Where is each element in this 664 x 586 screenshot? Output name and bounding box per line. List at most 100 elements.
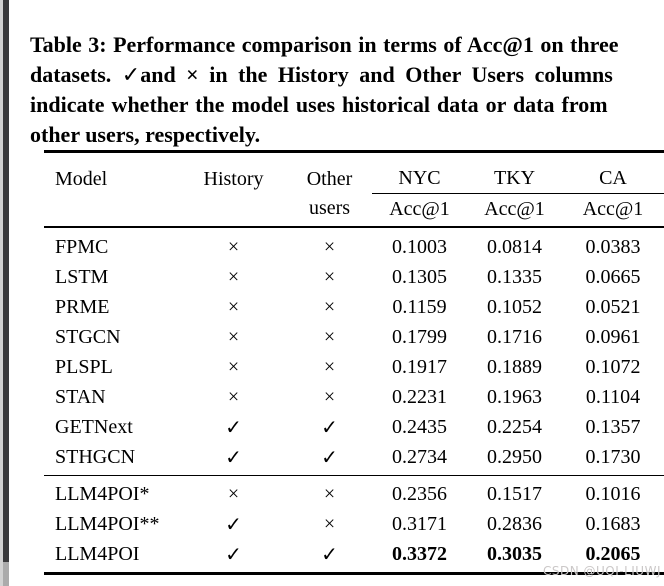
header-row-1: Model History Other NYC TKY CA — [44, 151, 664, 194]
cell-model: STAN — [55, 385, 106, 408]
cell-history: ✓ — [225, 513, 242, 536]
cell-history: × — [227, 235, 240, 258]
table-row: GETNext ✓ ✓ 0.2435 0.2254 0.1357 — [44, 412, 664, 442]
cell-ca-acc1: 0.1357 — [585, 415, 641, 438]
table-header: Model History Other NYC TKY CA users Acc… — [44, 151, 664, 228]
baseline-models-group: FPMC × × 0.1003 0.0814 0.0383 LSTM × × 0… — [44, 227, 664, 476]
llm4poi-models-group: LLM4POI* × × 0.2356 0.1517 0.1016 LLM4PO… — [44, 476, 664, 574]
table-row: STAN × × 0.2231 0.1963 0.1104 — [44, 382, 664, 412]
header-row-2: users Acc@1 Acc@1 Acc@1 — [44, 193, 664, 228]
cell-nyc-acc1: 0.1917 — [392, 355, 447, 378]
cell-model: GETNext — [55, 415, 133, 438]
caption-line: other users, respectively. — [30, 122, 261, 147]
cell-other-users: × — [323, 355, 336, 378]
cell-ca-acc1: 0.0521 — [585, 295, 641, 318]
cell-model: STGCN — [55, 325, 121, 348]
cell-other-users: ✓ — [287, 442, 372, 476]
cell-other-users: ✓ — [321, 543, 338, 566]
cell-ca-acc1: 0.1683 — [585, 512, 641, 535]
cell-tky-acc1: 0.1963 — [487, 385, 542, 408]
cell-nyc-acc1: 0.1159 — [392, 295, 447, 318]
caption-line: Table 3: Performance comparison in terms… — [30, 32, 619, 57]
col-header-other-line1: Other — [306, 167, 353, 190]
cell-other-users: × — [323, 385, 336, 408]
cell-history: × — [227, 355, 240, 378]
cell-ca-acc1: 0.1104 — [585, 385, 641, 408]
table-caption: Table 3: Performance comparison in terms… — [30, 30, 664, 150]
table-row: LLM4POI* × × 0.2356 0.1517 0.1016 — [44, 476, 664, 510]
cell-nyc-acc1: 0.3171 — [392, 512, 447, 535]
cell-nyc-acc1: 0.1799 — [392, 325, 447, 348]
cell-history: × — [227, 385, 240, 408]
cell-model: LLM4POI** — [55, 512, 160, 535]
cell-ca-acc1: 0.0383 — [585, 235, 641, 258]
cell-ca-acc1: 0.1072 — [585, 355, 641, 378]
cell-tky-acc1: 0.2254 — [487, 415, 542, 438]
cell-other-users: × — [323, 482, 336, 505]
cell-ca-acc1: 0.2065 — [585, 542, 641, 565]
col-header-tky: TKY — [467, 151, 562, 194]
cell-nyc-acc1: 0.2734 — [372, 442, 467, 476]
table-row: STGCN × × 0.1799 0.1716 0.0961 — [44, 322, 664, 352]
cell-tky-acc1: 0.2836 — [487, 512, 542, 535]
cell-other-users: × — [323, 265, 336, 288]
scrollbar-track[interactable] — [0, 0, 3, 586]
cell-tky-acc1: 0.1052 — [487, 295, 542, 318]
cell-history: × — [227, 265, 240, 288]
performance-table: Model History Other NYC TKY CA users Acc… — [44, 150, 664, 575]
header-spacer — [44, 193, 180, 228]
col-header-ca: CA — [562, 151, 664, 194]
cell-model: FPMC — [55, 235, 109, 258]
cell-tky-acc1: 0.1335 — [487, 265, 542, 288]
cell-model: PRME — [55, 295, 110, 318]
cell-other-users: × — [323, 235, 336, 258]
table-row-best: LLM4POI ✓ ✓ 0.3372 0.3035 0.2065 — [44, 539, 664, 574]
table-row: PRME × × 0.1159 0.1052 0.0521 — [44, 292, 664, 322]
scrollbar-thumb[interactable] — [3, 0, 9, 562]
caption-line: datasets. ✓and × in the History and Othe… — [30, 62, 613, 87]
cell-tky-acc1: 0.1716 — [487, 325, 542, 348]
col-header-other-line2: users — [287, 193, 372, 228]
table-row: FPMC × × 0.1003 0.0814 0.0383 — [44, 227, 664, 262]
col-header-metric-tky: Acc@1 — [467, 193, 562, 228]
cell-ca-acc1: 0.1016 — [585, 482, 641, 505]
col-header-model: Model — [55, 167, 108, 190]
col-header-metric-nyc: Acc@1 — [372, 193, 467, 228]
caption-line: indicate whether the model uses historic… — [30, 92, 608, 117]
cell-tky-acc1: 0.1889 — [487, 355, 542, 378]
col-header-history: History — [203, 167, 264, 190]
cell-other-users: ✓ — [321, 416, 338, 439]
csdn-watermark: CSDN @UQI-LIUWJ — [542, 564, 661, 578]
scrollbar-track-bottom[interactable] — [3, 562, 9, 586]
cell-nyc-acc1: 0.1305 — [392, 265, 447, 288]
cell-other-users: × — [323, 512, 336, 535]
cell-model: PLSPL — [55, 355, 113, 378]
cell-model: STHGCN — [44, 442, 180, 476]
col-header-metric-ca: Acc@1 — [562, 193, 664, 228]
cell-history: ✓ — [225, 543, 242, 566]
cell-nyc-acc1: 0.2231 — [392, 385, 447, 408]
cell-other-users: × — [323, 325, 336, 348]
cell-nyc-acc1: 0.3372 — [392, 542, 447, 565]
cell-history: × — [227, 325, 240, 348]
col-header-nyc: NYC — [372, 151, 467, 194]
cell-nyc-acc1: 0.2435 — [392, 415, 447, 438]
cell-nyc-acc1: 0.1003 — [392, 235, 447, 258]
cell-history: ✓ — [225, 416, 242, 439]
cell-tky-acc1: 0.1517 — [487, 482, 542, 505]
cell-other-users: × — [323, 295, 336, 318]
table-row: LLM4POI** ✓ × 0.3171 0.2836 0.1683 — [44, 509, 664, 539]
table-row: STHGCN ✓ ✓ 0.2734 0.2950 0.1730 — [44, 442, 664, 476]
cell-model: LLM4POI — [55, 542, 140, 565]
cell-tky-acc1: 0.3035 — [487, 542, 542, 565]
cell-ca-acc1: 0.0665 — [585, 265, 641, 288]
cell-tky-acc1: 0.2950 — [467, 442, 562, 476]
cell-model: LSTM — [55, 265, 109, 288]
cell-ca-acc1: 0.0961 — [585, 325, 641, 348]
table-row: PLSPL × × 0.1917 0.1889 0.1072 — [44, 352, 664, 382]
cell-model: LLM4POI* — [55, 482, 150, 505]
cell-nyc-acc1: 0.2356 — [392, 482, 447, 505]
header-spacer — [180, 193, 287, 228]
table-row: LSTM × × 0.1305 0.1335 0.0665 — [44, 262, 664, 292]
cell-history: × — [227, 482, 240, 505]
